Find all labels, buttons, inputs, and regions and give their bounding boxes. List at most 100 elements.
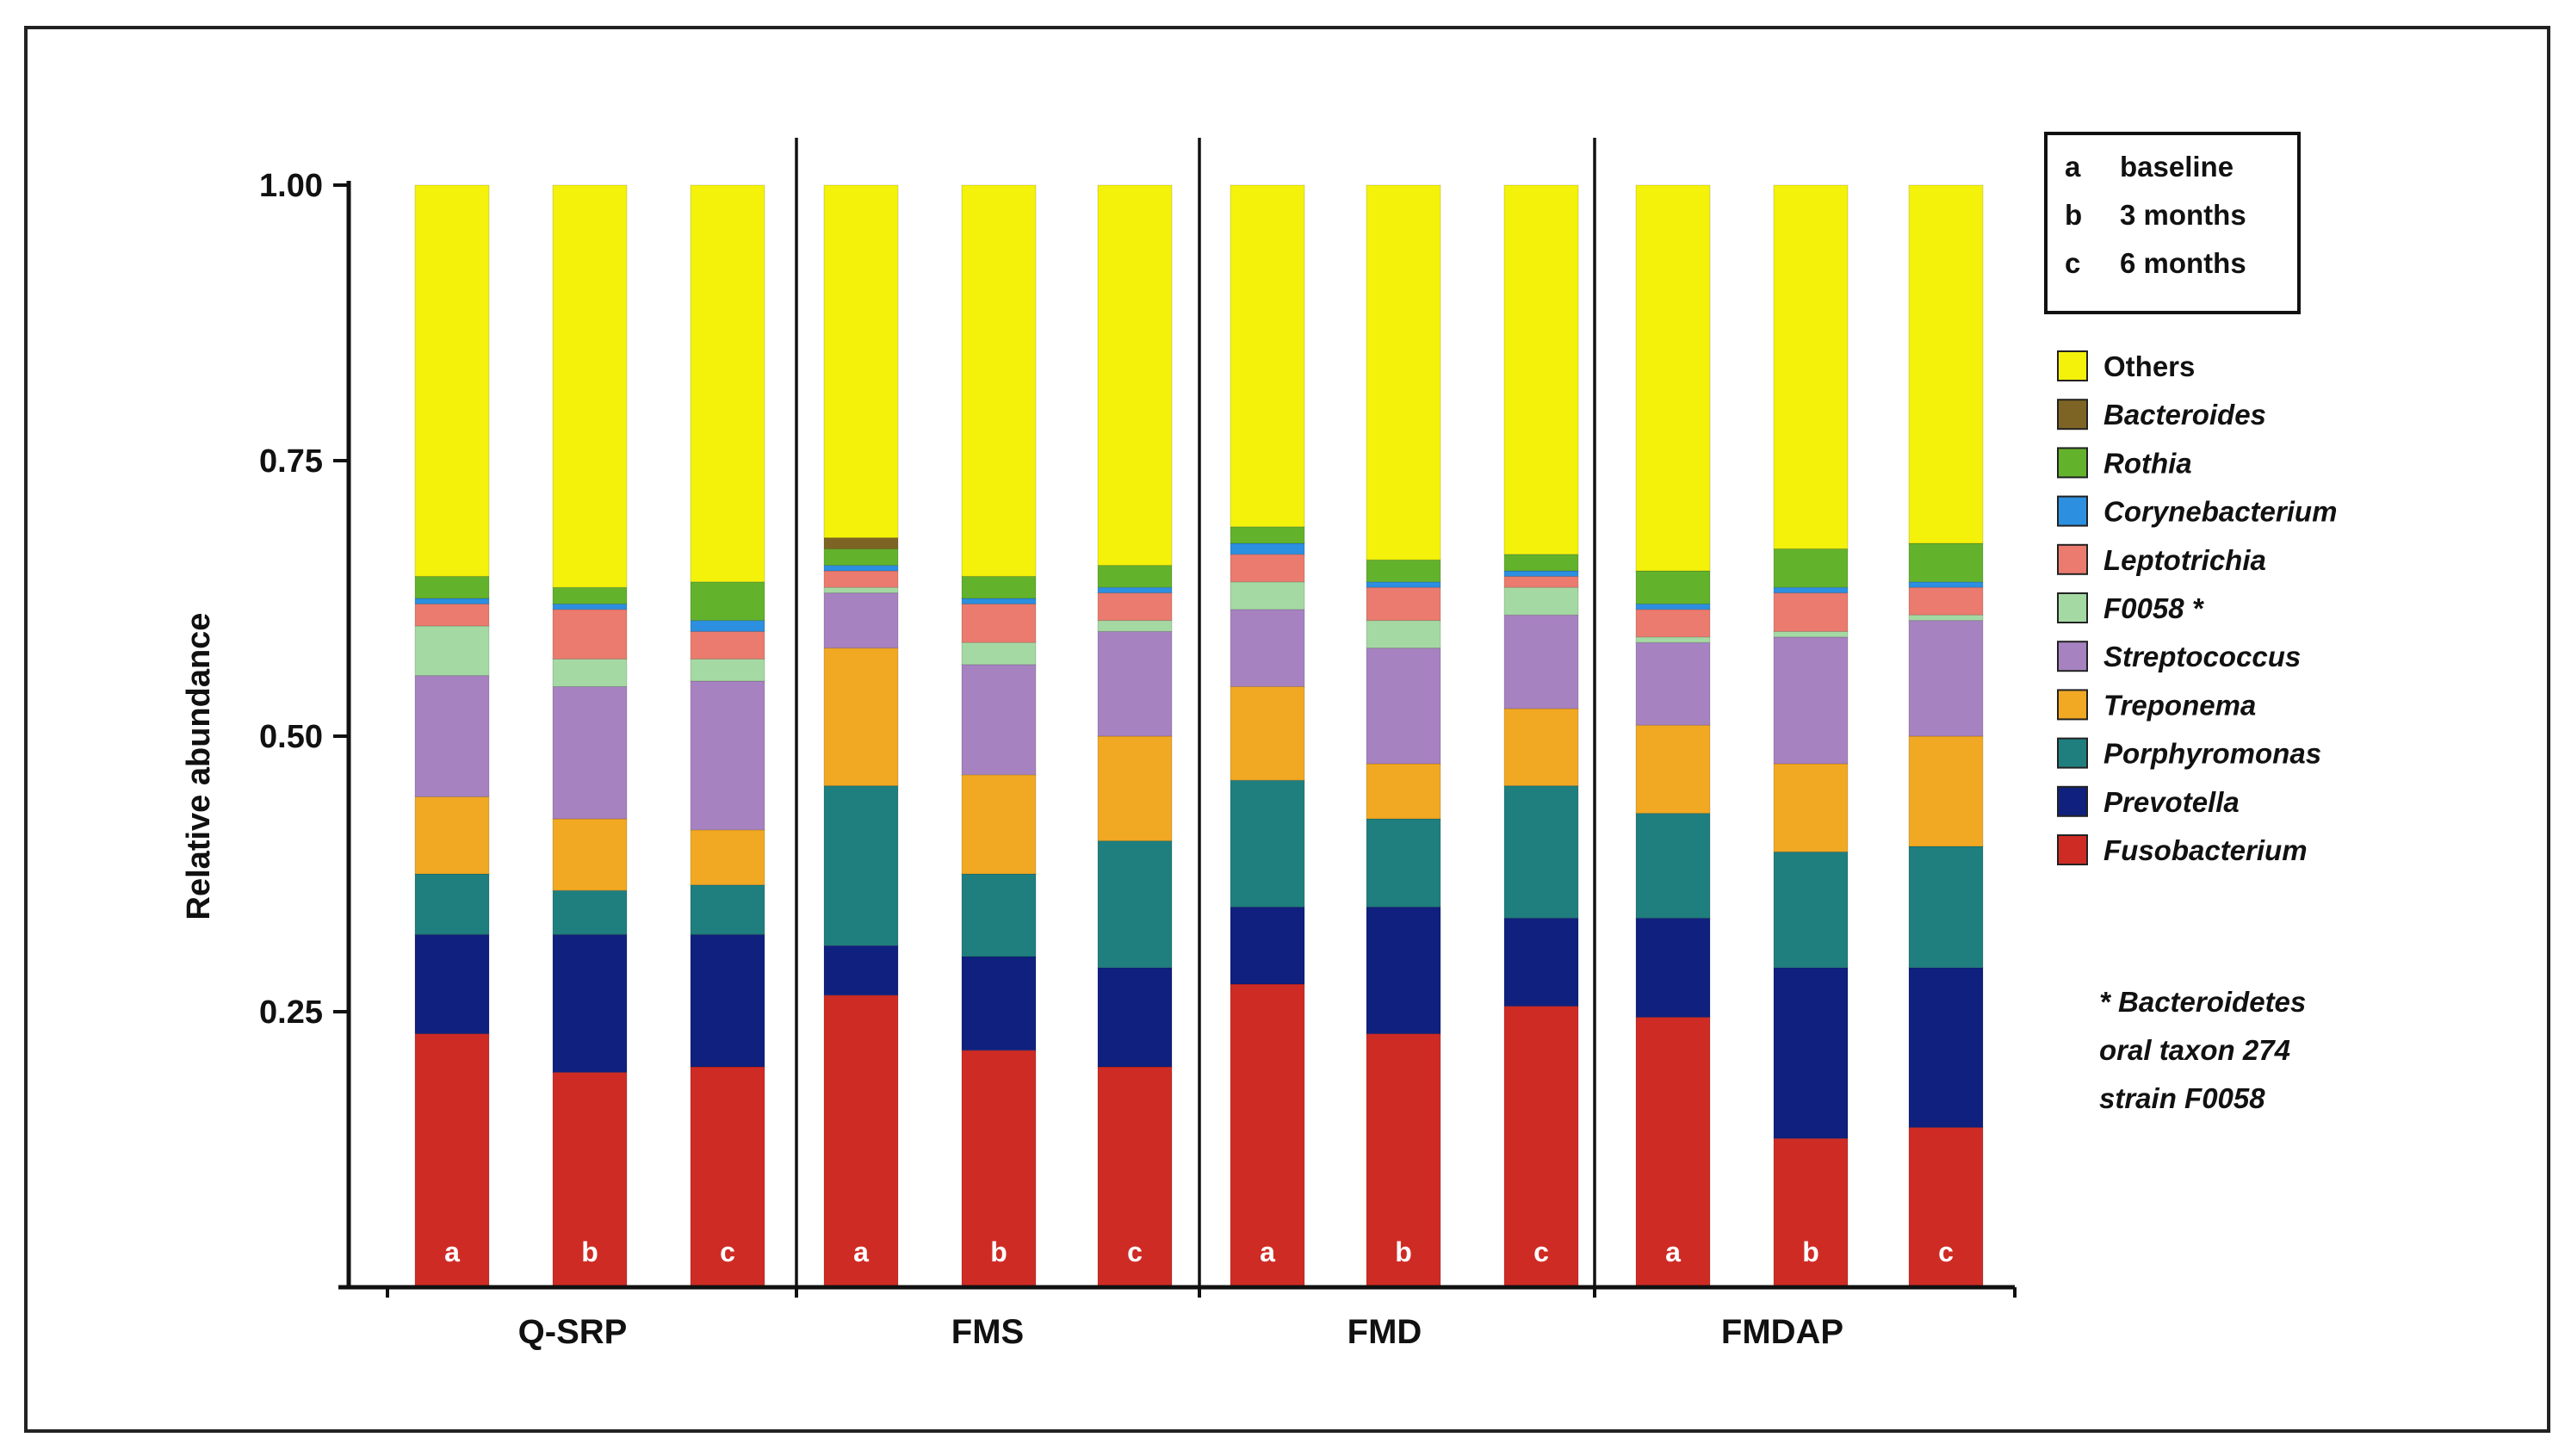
legend-label: F0058 *	[2103, 592, 2205, 624]
segment-corynebacterium	[823, 565, 899, 572]
legend-item-bacteroides: Bacteroides	[2057, 399, 2266, 431]
legend-swatch	[2057, 689, 2088, 721]
legend-swatch	[2057, 641, 2088, 672]
segment-porphyromonas	[690, 884, 765, 935]
segment-rothia	[1908, 542, 1984, 583]
segment-treponema	[1230, 685, 1305, 781]
segment-f0058	[1097, 620, 1173, 632]
segment-porphyromonas	[1635, 813, 1711, 919]
segment-leptotrichia	[1773, 592, 1849, 632]
legend-swatch	[2057, 350, 2088, 381]
segment-treponema	[552, 818, 628, 891]
segment-leptotrichia	[961, 603, 1037, 643]
legend-label: Fusobacterium	[2103, 834, 2308, 866]
bar-fms-a: a	[823, 184, 899, 1288]
segment-streptococcus	[690, 680, 765, 831]
legend-item-others: Others	[2057, 350, 2195, 382]
segment-f0058	[823, 586, 899, 594]
segment-others	[1773, 184, 1849, 549]
segment-treponema	[1908, 735, 1984, 847]
segment-treponema	[823, 647, 899, 787]
y-axis-label: Relative abundance	[181, 613, 217, 920]
segment-leptotrichia	[414, 603, 490, 627]
segment-treponema	[1773, 763, 1849, 852]
segment-porphyromonas	[1366, 818, 1441, 908]
segment-streptococcus	[1230, 609, 1305, 687]
segment-others	[690, 184, 765, 583]
segment-porphyromonas	[961, 873, 1037, 957]
segment-f0058	[1635, 636, 1711, 643]
bar-fmd-c: c	[1503, 184, 1579, 1288]
timepoint-label: 3 months	[2120, 199, 2246, 231]
segment-prevotella	[1230, 906, 1305, 985]
legend-item-prevotella: Prevotella	[2057, 785, 2240, 818]
segment-treponema	[690, 829, 765, 886]
legend-label: Corynebacterium	[2103, 496, 2337, 528]
legend-item-f0058: F0058 *	[2057, 592, 2205, 624]
axes-layer: 0.25 0.50 0.75 1.00 Relative abundance Q-SRP F…	[181, 138, 2017, 1351]
legend-label: Leptotrichia	[2103, 544, 2266, 576]
segment-prevotella	[1908, 967, 1984, 1128]
segment-leptotrichia	[823, 570, 899, 588]
bar-timepoint-label: c	[1533, 1236, 1549, 1267]
segment-prevotella	[961, 956, 1037, 1051]
legend-label: Bacteroides	[2103, 399, 2266, 431]
legend-swatch	[2057, 592, 2088, 623]
bar-timepoint-label: c	[720, 1236, 735, 1267]
segment-porphyromonas	[1503, 785, 1579, 919]
segment-streptococcus	[823, 592, 899, 649]
bar-fms-b: b	[961, 184, 1037, 1288]
bar-fms-c: c	[1097, 184, 1173, 1288]
segment-treponema	[1366, 763, 1441, 820]
legend-item-corynebacterium: Corynebacterium	[2057, 495, 2337, 528]
segment-porphyromonas	[552, 889, 628, 935]
y-tick-label: 1.00	[259, 168, 323, 204]
timepoint-legend-box	[2044, 132, 2301, 314]
segment-prevotella	[690, 933, 765, 1068]
segment-bacteroides	[823, 537, 899, 549]
bar-timepoint-label: a	[1665, 1236, 1681, 1267]
segment-others	[1366, 184, 1441, 561]
legend-swatch	[2057, 399, 2088, 431]
bar-q-srp-a: a	[414, 184, 490, 1288]
bar-timepoint-label: b	[1802, 1236, 1819, 1267]
segment-rothia	[414, 575, 490, 599]
segment-streptococcus	[1366, 647, 1441, 765]
segment-corynebacterium	[1908, 581, 1984, 588]
segment-f0058	[552, 658, 628, 687]
segment-porphyromonas	[414, 873, 490, 935]
segment-rothia	[823, 548, 899, 567]
y-tick-label: 0.75	[259, 443, 323, 480]
segment-corynebacterium	[1230, 542, 1305, 555]
segment-leptotrichia	[1230, 554, 1305, 583]
footnote-line: * Bacteroidetes	[2099, 986, 2306, 1018]
segment-corynebacterium	[552, 603, 628, 610]
segment-rothia	[961, 575, 1037, 599]
segment-streptococcus	[1635, 641, 1711, 726]
segment-others	[552, 184, 628, 588]
segment-prevotella	[1366, 906, 1441, 1035]
segment-others	[823, 184, 899, 539]
timepoint-legend: a baseline b 3 months c 6 months	[2044, 132, 2301, 314]
segment-fusobacterium	[1635, 1016, 1711, 1288]
segment-prevotella	[552, 933, 628, 1073]
segment-porphyromonas	[1230, 779, 1305, 908]
legend-label: Prevotella	[2103, 786, 2240, 818]
figure-frame	[24, 26, 2550, 1433]
bar-q-srp-c: c	[690, 184, 765, 1288]
segment-prevotella	[1503, 917, 1579, 1007]
segment-leptotrichia	[1097, 592, 1173, 622]
bar-q-srp-b: b	[552, 184, 628, 1288]
segment-rothia	[1503, 554, 1579, 572]
segment-fusobacterium	[961, 1050, 1037, 1288]
segment-streptococcus	[414, 675, 490, 797]
segment-rothia	[1097, 565, 1173, 588]
segment-streptococcus	[1097, 630, 1173, 737]
segment-leptotrichia	[1635, 609, 1711, 638]
timepoint-code: b	[2065, 199, 2082, 231]
timepoint-label: baseline	[2120, 151, 2234, 183]
segment-treponema	[1503, 708, 1579, 787]
segment-leptotrichia	[1503, 575, 1579, 588]
bar-fmdap-b: b	[1773, 184, 1849, 1288]
